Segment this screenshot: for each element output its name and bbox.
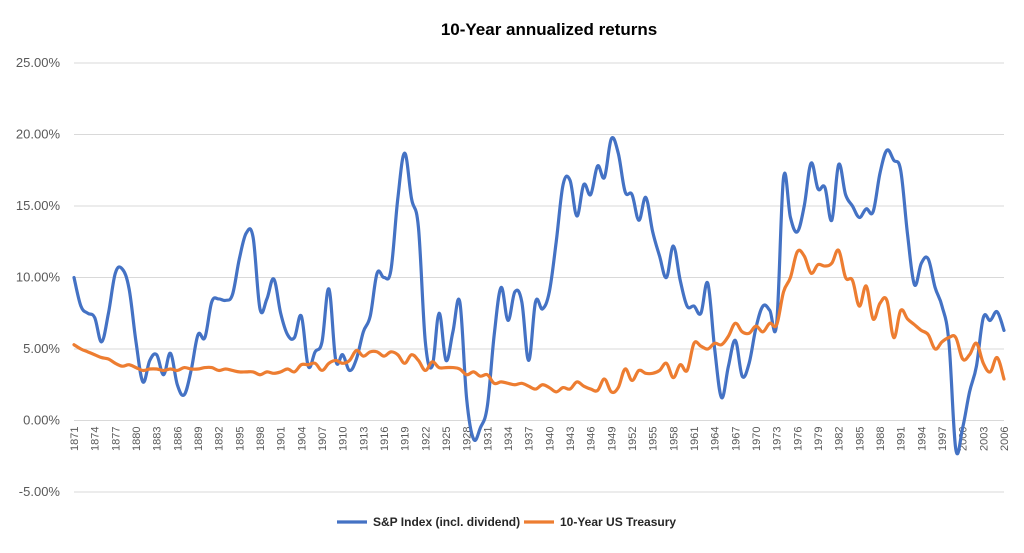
x-tick-label: 1940: [544, 427, 556, 451]
x-tick-label: 1916: [379, 427, 391, 451]
x-axis-tick-labels: 1871 1874 1877 1880 1883 1886 1889 1892 1895 1898…: [69, 427, 1011, 451]
x-tick-label: 1976: [792, 427, 804, 451]
y-tick-label: 10.00%: [16, 270, 61, 285]
x-tick-label: 1949: [606, 427, 618, 451]
y-axis-tick-labels: -5.00% 0.00% 5.00% 10.00% 15.00% 20.00% 25.00%: [16, 55, 61, 499]
x-tick-label: 1997: [937, 427, 949, 451]
x-tick-label: 1880: [131, 427, 143, 451]
x-tick-label: 1919: [400, 427, 412, 451]
x-tick-label: 1985: [854, 427, 866, 451]
x-tick-label: 1937: [524, 427, 536, 451]
y-tick-label: 25.00%: [16, 55, 61, 70]
series-lines: [72, 136, 1006, 456]
y-tick-label: 20.00%: [16, 127, 61, 142]
x-tick-label: 1883: [152, 427, 164, 451]
y-tick-label: -5.00%: [19, 484, 61, 499]
x-tick-label: 1982: [834, 427, 846, 451]
x-tick-label: 1931: [482, 427, 494, 451]
x-tick-label: 1979: [813, 427, 825, 451]
x-tick-label: 1892: [214, 427, 226, 451]
x-tick-label: 1961: [689, 427, 701, 451]
x-tick-label: 1901: [276, 427, 288, 451]
x-tick-label: 1904: [296, 427, 308, 451]
series-line-sp-index: [72, 136, 1006, 456]
x-tick-label: 1898: [255, 427, 267, 451]
x-tick-label: 1973: [772, 427, 784, 451]
x-tick-label: 1964: [710, 427, 722, 451]
y-tick-label: 0.00%: [23, 413, 60, 428]
x-tick-label: 1895: [234, 427, 246, 451]
x-tick-label: 1913: [358, 427, 370, 451]
x-tick-label: 1991: [896, 427, 908, 451]
x-tick-label: 1958: [668, 427, 680, 451]
legend: S&P Index (incl. dividend) 10-Year US Tre…: [337, 515, 676, 529]
x-tick-label: 1955: [648, 427, 660, 451]
x-tick-label: 1907: [317, 427, 329, 451]
gridlines: [74, 62, 1004, 493]
x-tick-label: 1874: [90, 427, 102, 451]
x-tick-label: 1871: [69, 427, 81, 451]
x-tick-label: 2003: [978, 427, 990, 451]
legend-label: S&P Index (incl. dividend): [373, 515, 520, 529]
y-tick-label: 15.00%: [16, 198, 61, 213]
x-tick-label: 1877: [110, 427, 122, 451]
x-tick-label: 1886: [172, 427, 184, 451]
x-tick-label: 1934: [503, 427, 515, 451]
x-tick-label: 1910: [338, 427, 350, 451]
x-tick-label: 1952: [627, 427, 639, 451]
x-tick-label: 1970: [751, 427, 763, 451]
x-tick-label: 1922: [420, 427, 432, 451]
y-tick-label: 5.00%: [23, 341, 60, 356]
x-tick-label: 2006: [999, 427, 1011, 451]
chart-title: 10-Year annualized returns: [441, 20, 657, 39]
x-tick-label: 1988: [875, 427, 887, 451]
x-tick-label: 1889: [193, 427, 205, 451]
x-tick-label: 1994: [916, 427, 928, 451]
x-tick-label: 1946: [586, 427, 598, 451]
series-line-treasury: [72, 248, 1006, 395]
x-tick-label: 1925: [441, 427, 453, 451]
x-tick-label: 1967: [730, 427, 742, 451]
legend-label: 10-Year US Treasury: [560, 515, 676, 529]
x-tick-label: 1943: [565, 427, 577, 451]
